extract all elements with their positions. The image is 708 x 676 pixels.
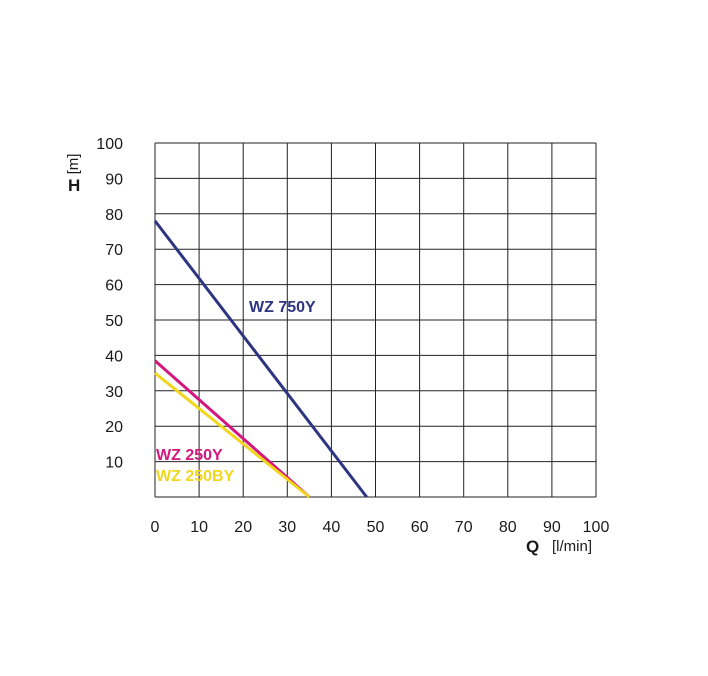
series-line-wz-250by: [154, 371, 311, 499]
series-label-wz-750y: WZ 750Y: [249, 299, 316, 316]
x-tick-label: 50: [367, 519, 385, 536]
y-tick-label: 40: [105, 348, 123, 365]
x-tick-label: 80: [499, 519, 517, 536]
x-tick-label: 20: [234, 519, 252, 536]
y-tick-label: 90: [105, 171, 123, 188]
x-tick-label: 60: [411, 519, 429, 536]
x-tick-label: 100: [583, 519, 610, 536]
x-tick-label: 10: [190, 519, 208, 536]
x-tick-labels: 0 10 20 30 40 50 60 70 80 90 100: [151, 519, 610, 536]
y-tick-label: 20: [105, 419, 123, 436]
y-tick-labels: 10 20 30 40 50 60 70 80 90 100: [96, 136, 123, 472]
x-tick-label: 70: [455, 519, 473, 536]
y-tick-label: 100: [96, 136, 123, 153]
grid: [154, 142, 597, 498]
series-line-wz-250y: [154, 359, 311, 499]
x-axis-unit: [l/min]: [552, 538, 592, 555]
y-axis-unit: [m]: [65, 154, 82, 175]
y-tick-label: 30: [105, 384, 123, 401]
y-axis-symbol: H: [68, 176, 80, 195]
y-tick-label: 70: [105, 242, 123, 259]
series-line-wz-750y: [153, 219, 368, 498]
y-tick-label: 10: [105, 455, 123, 472]
x-tick-label: 0: [151, 519, 160, 536]
y-tick-label: 60: [105, 278, 123, 295]
series-lines: [153, 219, 368, 499]
y-tick-label: 80: [105, 207, 123, 224]
x-tick-label: 90: [543, 519, 561, 536]
y-tick-label: 50: [105, 313, 123, 330]
series-label-wz-250y: WZ 250Y: [156, 447, 223, 464]
x-tick-label: 30: [278, 519, 296, 536]
x-tick-label: 40: [323, 519, 341, 536]
x-axis-symbol: Q: [526, 537, 539, 556]
series-label-wz-250by: WZ 250BY: [156, 468, 235, 485]
